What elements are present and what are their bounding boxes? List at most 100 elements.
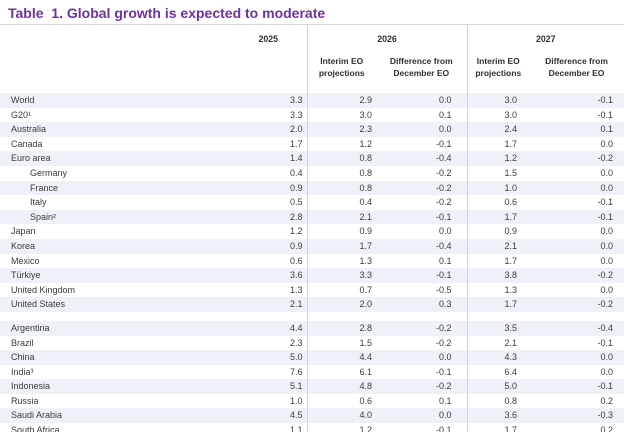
table-row: Argentina 4.4 2.8 -0.2 3.5 -0.4 (0, 320, 624, 336)
cell-2027-interim: 1.7 (466, 253, 530, 269)
cell-2026-difference: 0.1 (439, 395, 452, 406)
cell-2026-difference: -0.5 (436, 284, 452, 295)
cell-2026-interim: 3.0 (306, 107, 376, 123)
cell-2026-interim: 1.2 (306, 136, 376, 152)
row-label: France (0, 180, 230, 196)
cell-2026-interim: 2.8 (306, 320, 376, 336)
cell-2026-interim: 2.9 (306, 93, 376, 108)
cell-2026-interim: 4.4 (306, 350, 376, 365)
cell-2025: 4.5 (230, 408, 307, 424)
cell-2027-difference: 0.0 (600, 366, 614, 377)
cell-2025: 1.1 (289, 425, 303, 432)
cell-2027-interim: 1.2 (466, 151, 530, 166)
subheader-2027-difference-from-december: Difference from December EO (545, 56, 608, 78)
cell-2025: 1.3 (289, 284, 303, 295)
table-row: Türkiye 3.6 3.3 -0.1 3.8 -0.2 (0, 268, 624, 283)
cell-2026-difference: -0.2 (436, 197, 452, 208)
table-row: France 0.9 0.8 -0.2 1.0 0.0 (0, 180, 624, 196)
cell-2027-difference: 0.0 (600, 138, 614, 149)
cell-2026-difference: -0.1 (376, 268, 468, 283)
cell-2027-difference: -0.2 (529, 151, 624, 166)
table-row: Euro area 1.4 0.8 -0.4 1.2 -0.2 (0, 151, 624, 166)
cell-2027-difference: -0.1 (597, 109, 614, 120)
cell-2025: 7.6 (289, 366, 303, 377)
cell-2025: 0.9 (230, 238, 307, 254)
cell-2026-interim: 0.8 (306, 165, 376, 181)
cell-2027-difference: -0.1 (529, 209, 624, 225)
row-label: Russia (11, 395, 39, 406)
cell-2026-interim: 2.3 (306, 122, 376, 137)
cell-2025: 5.1 (230, 379, 307, 394)
table-row: United Kingdom 1.3 0.7 -0.5 1.3 0.0 (0, 282, 624, 298)
cell-2026-difference: -0.1 (436, 138, 452, 149)
cell-2027-difference: -0.1 (597, 197, 614, 208)
cell-2027-difference: 0.2 (600, 395, 614, 406)
cell-2027-difference: -0.2 (529, 297, 624, 312)
cell-2026-interim: 0.8 (306, 151, 376, 166)
cell-2027-interim: 4.3 (466, 350, 530, 365)
cell-2026-interim: 1.7 (306, 238, 376, 254)
table-section-world-advanced: World 3.3 2.9 0.0 3.0 -0.1 G20¹ 3.3 3.0 0.1 3.0 -0.… (0, 93, 624, 312)
row-label: India³ (11, 366, 34, 377)
row-label: Saudi Arabia (0, 408, 230, 424)
cell-2026-interim: 0.8 (306, 180, 376, 196)
row-label: Korea (0, 238, 230, 254)
cell-2026-difference: -0.2 (376, 180, 468, 196)
year-header-2026: 2026 (306, 24, 468, 47)
table-row: India³ 7.6 6.1 -0.1 6.4 0.0 (0, 364, 624, 380)
table-row: South Africa 1.1 1.2 -0.1 1.7 0.2 (0, 423, 624, 432)
cell-2026-difference: 0.0 (376, 122, 468, 137)
row-label: Australia (0, 122, 230, 137)
year-header-2027: 2027 (466, 24, 624, 47)
table-row: Japan 1.2 0.9 0.0 0.9 0.0 (0, 224, 624, 239)
table-title: Table 1. Global growth is expected to mo… (8, 5, 326, 21)
row-label: Türkiye (0, 268, 230, 283)
cell-2026-difference: 0.3 (376, 297, 468, 312)
cell-2026-difference: 0.0 (376, 408, 468, 424)
cell-2026-interim: 0.6 (306, 393, 376, 409)
table-row: Mexico 0.6 1.3 0.1 1.7 0.0 (0, 253, 624, 269)
table-row: Russia 1.0 0.6 0.1 0.8 0.2 (0, 393, 624, 409)
row-label: Italy (30, 197, 47, 208)
cell-2025: 0.6 (289, 255, 303, 266)
cell-2025: 5.0 (230, 350, 307, 365)
table-section-spacer (0, 311, 624, 321)
row-label: Germany (30, 167, 68, 178)
subheader-row: Interim EO projections Difference from D… (0, 47, 624, 93)
cell-2026-interim: 0.9 (306, 224, 376, 239)
cell-2027-difference: -0.2 (529, 268, 624, 283)
cell-2025: 4.4 (230, 320, 307, 336)
cell-2026-interim: 0.4 (306, 195, 376, 210)
table-row: United States 2.1 2.0 0.3 1.7 -0.2 (0, 297, 624, 312)
cell-2027-interim: 1.7 (466, 423, 530, 432)
cell-2027-interim: 3.0 (466, 107, 530, 123)
cell-2025: 1.0 (289, 395, 303, 406)
spacer-cell (529, 312, 624, 321)
cell-2026-interim: 0.7 (306, 282, 376, 298)
cell-2025: 1.4 (230, 151, 307, 166)
cell-2027-interim: 2.1 (466, 238, 530, 254)
subheader-2027-interim-projections: Interim EO projections (466, 47, 530, 93)
header-empty-cell (0, 25, 230, 48)
row-label: Mexico (11, 255, 40, 266)
subheader-2026-difference-from-december: Difference from December EO (389, 56, 453, 78)
cell-2027-difference: -0.3 (529, 408, 624, 424)
table-row: Spain² 2.8 2.1 -0.1 1.7 -0.1 (0, 209, 624, 225)
table-row: Canada 1.7 1.2 -0.1 1.7 0.0 (0, 136, 624, 152)
cell-2027-interim: 1.7 (466, 297, 530, 312)
cell-2027-interim: 3.5 (466, 320, 530, 336)
cell-2026-difference: -0.2 (376, 320, 468, 336)
row-label: Argentina (0, 320, 230, 336)
cell-2025: 3.6 (230, 268, 307, 283)
table-row: Germany 0.4 0.8 -0.2 1.5 0.0 (0, 165, 624, 181)
cell-2027-difference: 0.0 (600, 284, 614, 295)
subheader-empty-cell (230, 47, 307, 93)
year-header-row: 2025 2026 2027 (0, 24, 624, 48)
table-row: World 3.3 2.9 0.0 3.0 -0.1 (0, 93, 624, 108)
cell-2026-interim: 4.0 (306, 408, 376, 424)
subheader-empty-cell (0, 47, 230, 93)
global-growth-table: 2025 2026 2027 Interim EO projections Di… (0, 24, 624, 432)
table-row: G20¹ 3.3 3.0 0.1 3.0 -0.1 (0, 107, 624, 123)
cell-2027-interim: 5.0 (466, 379, 530, 394)
